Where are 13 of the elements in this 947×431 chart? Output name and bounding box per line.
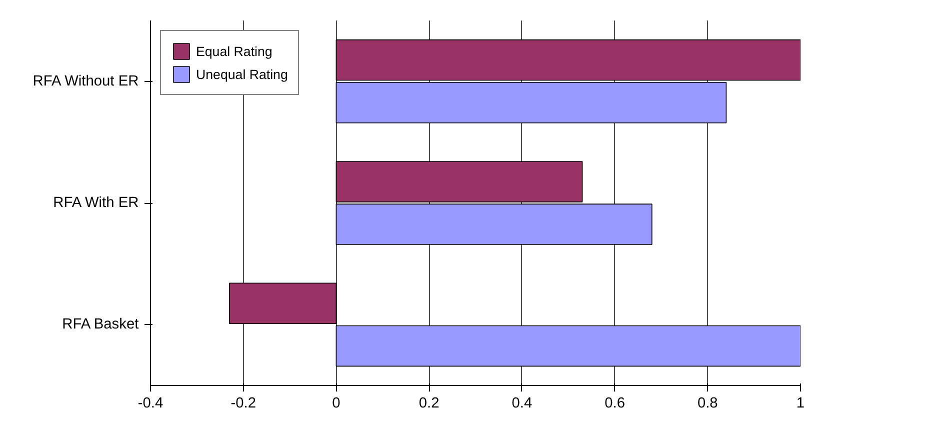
x-tick-label: 1: [796, 396, 805, 412]
legend-label: Unequal Rating: [196, 66, 288, 82]
x-tick-label: 0: [332, 396, 340, 412]
y-tick-label: RFA Basket: [62, 316, 139, 333]
y-tick-label: RFA Without ER: [32, 73, 139, 90]
x-tick-label: 0.8: [697, 396, 718, 412]
x-tick-label: 0.4: [512, 396, 532, 412]
legend-label: Equal Rating: [196, 44, 272, 58]
x-tick-label: 0.2: [418, 396, 440, 412]
x-tick-label: -0.4: [138, 396, 164, 412]
x-tick-label: -0.2: [230, 396, 256, 412]
y-tick-label: RFA With ER: [53, 195, 139, 211]
x-tick-label: 0.6: [604, 396, 625, 412]
